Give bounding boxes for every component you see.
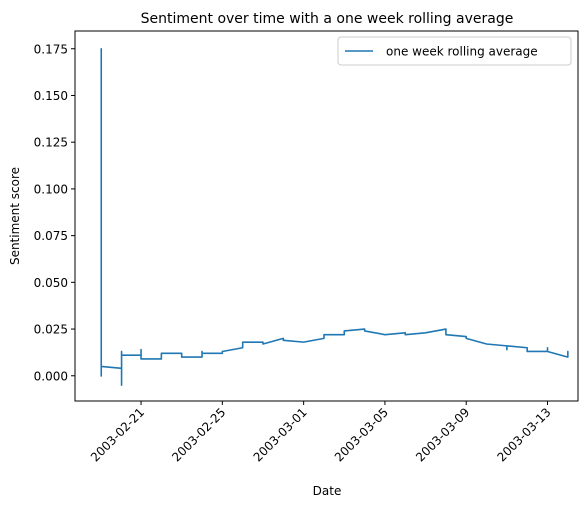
- legend: one week rolling average: [337, 36, 572, 66]
- y-tick-label: 0.025: [34, 323, 68, 337]
- y-tick-label: 0.175: [34, 42, 68, 56]
- legend-label: one week rolling average: [386, 45, 538, 59]
- y-tick-label: 0.125: [34, 136, 68, 150]
- y-axis-ticks: 0.000 0.025 0.050 0.075 0.100 0.125 0.150 0.175: [34, 42, 75, 383]
- y-tick-label: 0.000: [34, 369, 68, 383]
- y-tick-label: 0.100: [34, 182, 68, 196]
- y-tick-label: 0.050: [34, 276, 68, 290]
- chart-title: Sentiment over time with a one week roll…: [141, 11, 514, 27]
- plot-background: [75, 31, 578, 401]
- y-axis-label: Sentiment score: [8, 167, 22, 265]
- plot-area: 0.000 0.025 0.050 0.075 0.100 0.125 0.150 0.175…: [34, 30, 579, 464]
- y-tick-label: 0.075: [34, 229, 68, 243]
- y-tick-label: 0.150: [34, 89, 68, 103]
- axes-frame: [74, 30, 579, 402]
- series-layer: [100, 47, 569, 386]
- legend-box: [337, 36, 572, 66]
- series-line: [100, 47, 569, 386]
- x-axis-label: Date: [313, 484, 342, 498]
